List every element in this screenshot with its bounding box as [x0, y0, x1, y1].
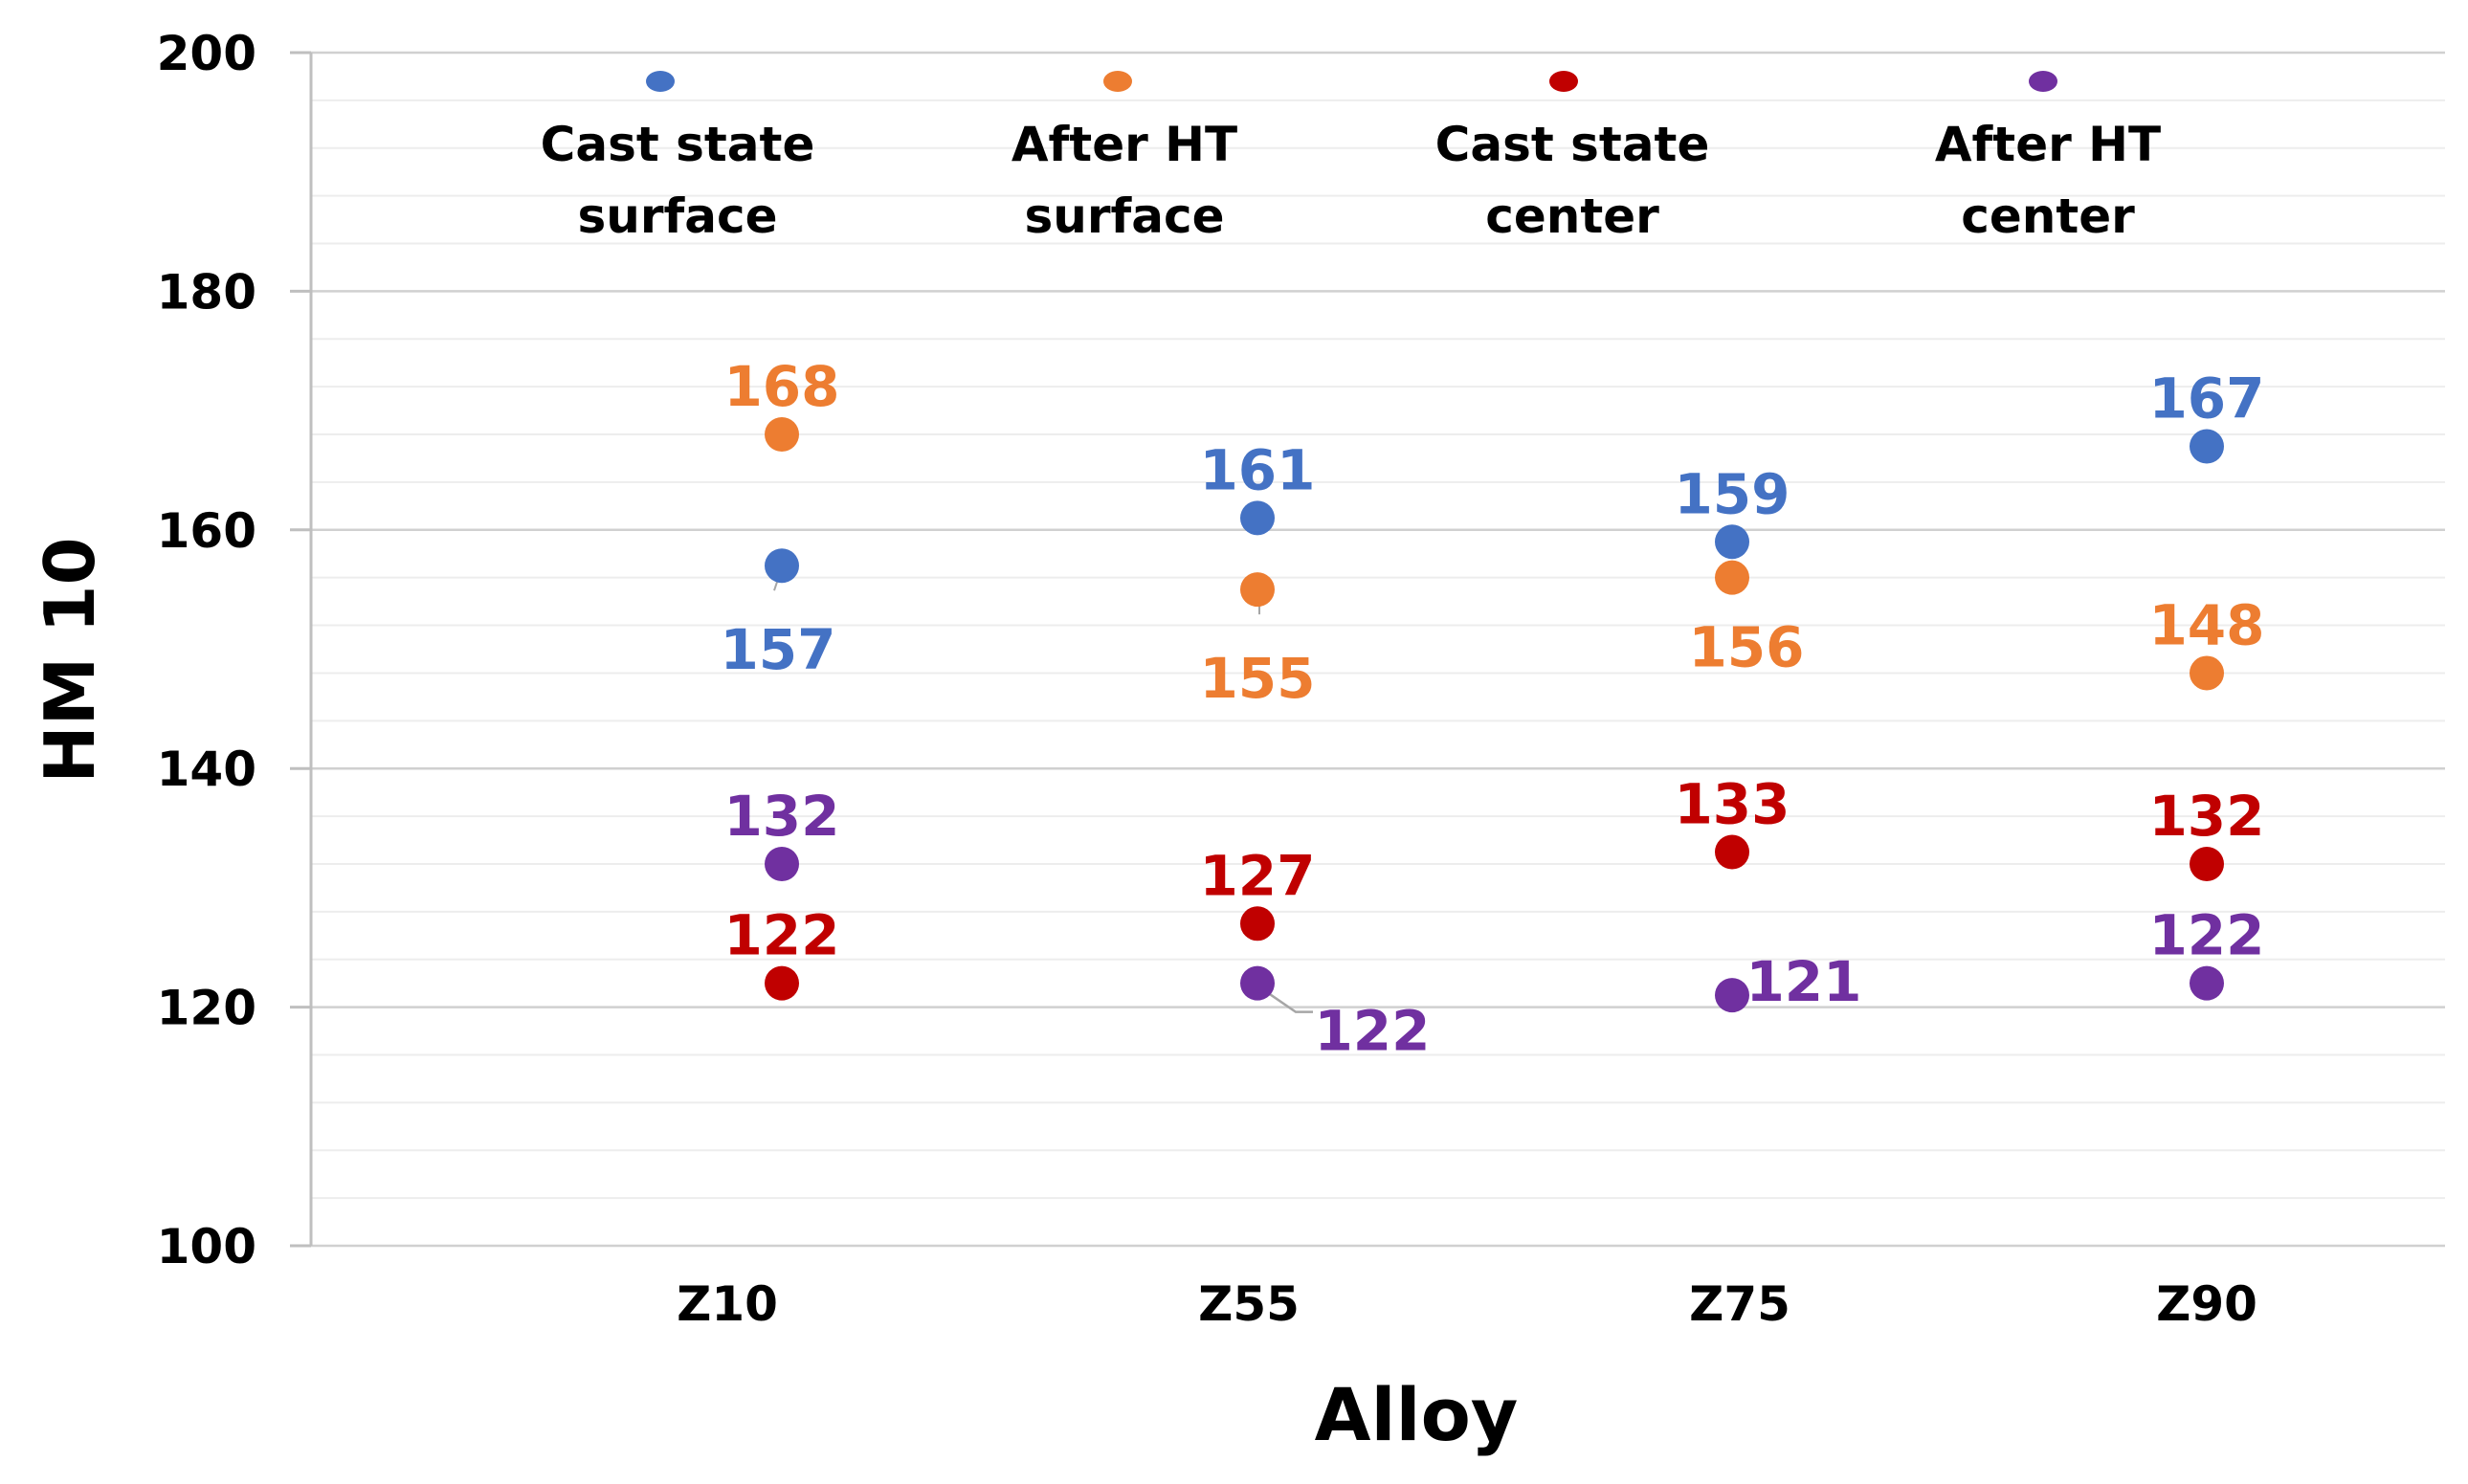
y-tick-label: 140 [157, 742, 256, 797]
data-point [765, 965, 799, 1001]
y-tick-label: 200 [157, 26, 256, 81]
legend-marker [2029, 71, 2057, 92]
data-label: 122 [723, 903, 839, 968]
x-tick-label: Z90 [2156, 1276, 2257, 1332]
data-point [1715, 524, 1749, 560]
x-tick-label: Z75 [1689, 1276, 1790, 1332]
x-tick-label: Z10 [677, 1276, 778, 1332]
y-tick-label: 160 [157, 503, 256, 559]
data-label: 132 [723, 784, 839, 849]
grid-layer [311, 51, 2445, 1248]
data-point [2190, 846, 2224, 881]
data-label: 133 [1674, 771, 1790, 836]
legend-label: surface [1024, 188, 1224, 244]
legend-label: Cast state [541, 117, 815, 172]
data-point [1715, 560, 1749, 595]
data-point [765, 417, 799, 453]
y-tick-label: 180 [157, 264, 256, 320]
y-tick-label: 100 [157, 1219, 256, 1274]
data-label: 156 [1688, 615, 1804, 680]
data-label: 121 [1745, 949, 1861, 1014]
x-axis-title: Alloy [1315, 1372, 1519, 1457]
data-label: 167 [2148, 366, 2264, 432]
legend-label: Cast state [1435, 117, 1710, 172]
data-label: 148 [2148, 592, 2264, 657]
data-point [1240, 965, 1275, 1001]
data-points [765, 417, 2224, 1013]
data-point [1240, 500, 1275, 536]
data-label: 159 [1674, 461, 1790, 526]
data-label: 157 [720, 617, 835, 682]
tick-labels: 100 120 140 160 180 200 Z10 Z55 Z75 Z90 [157, 26, 2257, 1332]
axes-layer [290, 51, 313, 1248]
data-point [765, 846, 799, 881]
data-labels: 157 161 159 167 168 155 156 148 122 127 133 132 132 1… [720, 354, 2264, 1064]
data-label: 161 [1199, 437, 1315, 502]
legend-marker [1103, 71, 1132, 92]
x-tick-label: Z55 [1198, 1276, 1300, 1332]
data-point [2190, 429, 2224, 464]
data-label: 122 [1314, 999, 1430, 1064]
legend-label: After HT [1935, 117, 2161, 172]
data-point [1240, 572, 1275, 608]
data-label: 122 [2148, 903, 2264, 968]
legend-marker [646, 71, 675, 92]
data-label: 127 [1199, 843, 1315, 908]
data-point [765, 548, 799, 584]
legend-marker [1549, 71, 1578, 92]
data-label: 168 [723, 354, 839, 419]
legend-label: After HT [1012, 117, 1237, 172]
legend-label: center [1485, 188, 1659, 244]
data-point [1240, 906, 1275, 941]
data-point [2190, 655, 2224, 691]
legend: Cast state surface After HT surface Cast sta… [541, 71, 2161, 244]
legend-label: surface [577, 188, 777, 244]
data-point [1715, 978, 1749, 1013]
y-axis-title: HM 10 [30, 537, 110, 783]
data-point [2190, 965, 2224, 1001]
leader-line [1264, 989, 1313, 1013]
data-label: 132 [2148, 784, 2264, 849]
y-tick-label: 120 [157, 981, 256, 1036]
data-label: 155 [1199, 646, 1315, 711]
data-point [1715, 834, 1749, 870]
legend-label: center [1961, 188, 2135, 244]
